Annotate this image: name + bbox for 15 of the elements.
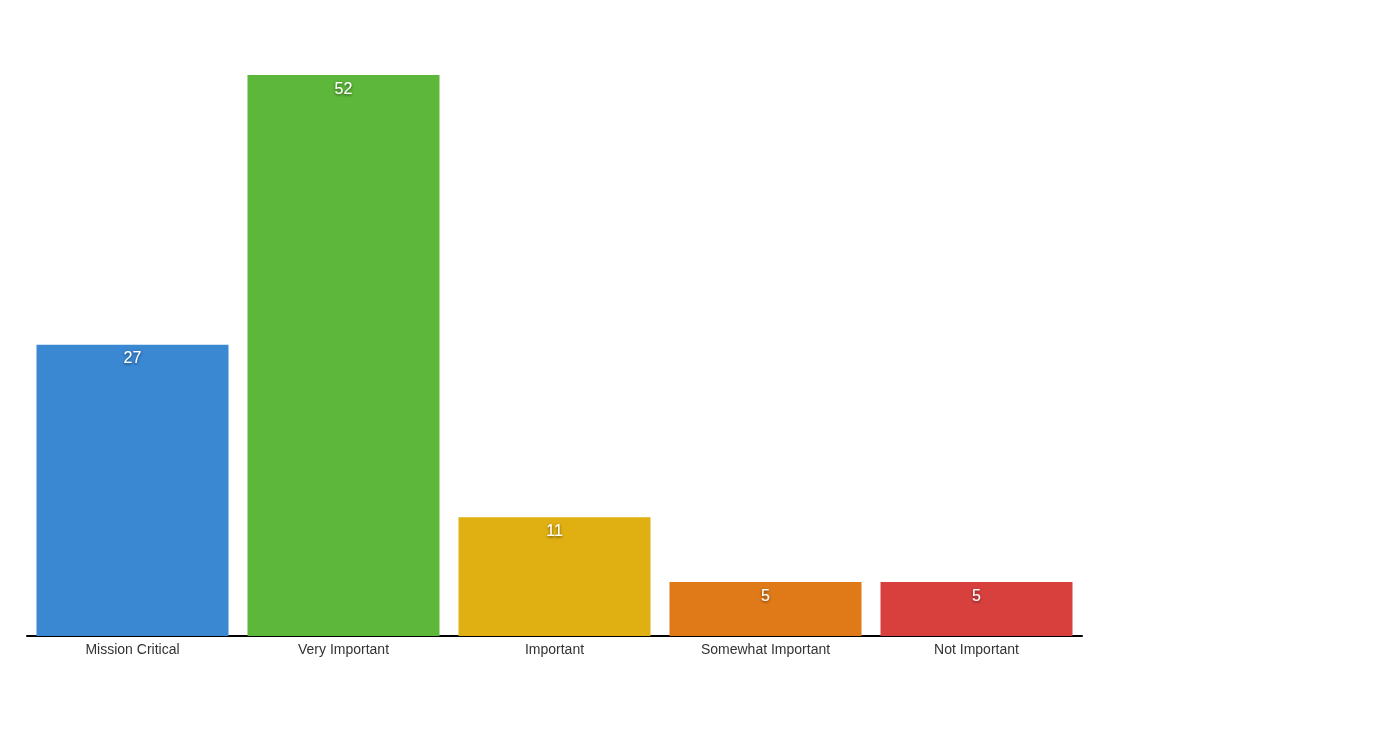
data-label: 52	[334, 79, 353, 97]
data-label: 5	[972, 586, 982, 604]
x-tick-label: Mission Critical	[85, 641, 180, 657]
x-tick-label: Very Important	[297, 641, 390, 657]
x-tick-label: Somewhat Important	[700, 641, 831, 657]
bar	[458, 517, 651, 636]
bar	[36, 344, 229, 636]
data-label: 11	[546, 521, 563, 539]
bar	[669, 582, 862, 636]
data-label: 27	[123, 349, 142, 367]
x-tick-label: Important	[524, 641, 585, 657]
x-tick-label: Not Important	[934, 641, 1020, 657]
bar	[247, 75, 440, 636]
bar	[880, 582, 1073, 636]
data-label: 5	[761, 586, 771, 604]
